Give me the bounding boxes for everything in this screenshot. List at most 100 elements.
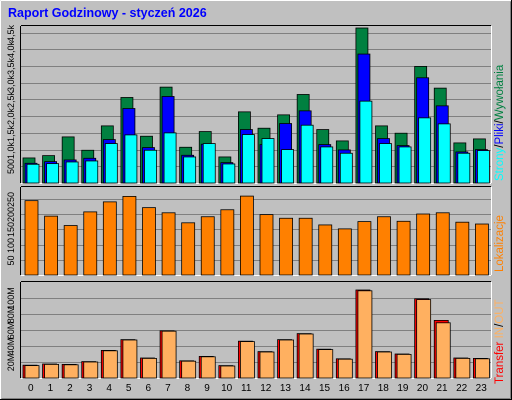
traffic-ytick-label: 3,5k [6, 57, 16, 75]
legend-bottom-text: Transfer IN/OUT [494, 299, 506, 384]
traffic-ytick-label: 1,5k [6, 124, 16, 142]
sites-ytick-label: 100 [6, 238, 16, 253]
bar-pages [418, 117, 432, 184]
bar-transfer-out [142, 357, 157, 379]
bar-sites [337, 228, 352, 276]
x-tick-label: 2 [67, 383, 73, 394]
bar-pages [300, 124, 314, 184]
x-tick-label: 14 [299, 383, 311, 394]
bar-pages [398, 146, 412, 184]
legend-files: Pliki [494, 123, 506, 144]
bar-pages [379, 143, 392, 184]
bar-transfer-out [337, 358, 353, 379]
x-tick-label: 10 [221, 383, 233, 394]
bar-transfer-out [240, 341, 255, 379]
legend-slash: / [494, 323, 506, 327]
legend-sep-1: / [494, 144, 506, 148]
bar-pages [163, 132, 177, 184]
legend-top: Strony/Pliki/Wywołania [494, 64, 506, 181]
x-axis-labels: 0 1 2 3 4 5 6 7 8 9 10 11 12 13 14 15 16 17 18 19 20 21 22 23 [28, 383, 487, 394]
bar-sites [44, 215, 58, 276]
bar-pages [124, 134, 138, 184]
sites-ytick-label: 50 [6, 255, 16, 265]
bar-pages [144, 149, 157, 184]
x-tick-label: 13 [280, 383, 292, 394]
legend-pages: Strony [494, 148, 506, 181]
legend-top-text: Strony/Pliki/Wywołania [494, 64, 506, 181]
bar-pages [65, 161, 79, 184]
x-tick-label: 3 [87, 383, 93, 394]
bar-transfer-out [83, 361, 99, 379]
bar-sites [318, 224, 333, 276]
legend-transfer: Transfer [494, 341, 506, 384]
bar-transfer-out [220, 365, 236, 379]
bar-sites [259, 214, 274, 276]
traffic-panel [21, 26, 491, 183]
bar-transfer-out [24, 365, 40, 379]
bar-sites [357, 221, 372, 276]
bar-pages [26, 163, 40, 184]
x-tick-label: 7 [165, 383, 171, 394]
bar-sites [396, 220, 411, 276]
traffic-ytick-label: 3,0k [6, 74, 16, 92]
x-tick-label: 17 [358, 383, 370, 394]
bar-transfer-out [455, 357, 471, 379]
bar-transfer-out [475, 358, 490, 379]
bar-transfer-out [122, 339, 138, 379]
x-tick-label: 16 [339, 383, 351, 394]
bar-pages [320, 146, 334, 184]
bar-sites [63, 225, 78, 276]
x-tick-label: 21 [436, 383, 448, 394]
x-tick-label: 23 [476, 383, 488, 394]
bar-transfer-out [259, 351, 275, 379]
x-tick-label: 22 [456, 383, 468, 394]
bar-transfer-out [318, 349, 334, 379]
sites-ytick-label: 200 [6, 207, 16, 222]
bar-transfer-out [161, 330, 177, 379]
bar-sites [220, 209, 235, 276]
bar-pages [46, 163, 59, 184]
bar-transfer-out [102, 350, 118, 379]
bar-sites [455, 221, 470, 276]
bar-pages [242, 134, 255, 184]
legend-sites: Lokalizacje [494, 215, 506, 272]
transfer-ytick-label: 20M [6, 354, 16, 372]
bar-transfer-out [377, 351, 392, 379]
traffic-ytick-label: 4,5k [6, 24, 16, 42]
x-tick-label: 0 [28, 383, 34, 394]
bar-transfer-out [396, 353, 412, 379]
bar-pages [202, 143, 216, 184]
x-tick-label: 11 [241, 383, 252, 394]
bar-sites [298, 217, 313, 276]
bar-sites [181, 222, 196, 276]
transfer-ytick-label: 40M [6, 338, 16, 356]
transfer-ytick-label: 80M [6, 306, 16, 324]
traffic-ytick-label: 500 [6, 159, 16, 174]
sites-ytick-label: 250 [6, 192, 16, 207]
bar-sites [161, 212, 176, 276]
traffic-ytick-label: 2,0k [6, 107, 16, 125]
bar-pages [359, 100, 373, 184]
bar-pages [104, 143, 118, 184]
x-tick-label: 5 [126, 383, 132, 394]
transfer-ytick-label: 100M [6, 287, 16, 310]
bar-transfer-out [44, 363, 59, 379]
report-title: Raport Godzinowy - styczeń 2026 [8, 6, 207, 20]
sites-ytick-label: 150 [6, 222, 16, 237]
x-tick-label: 12 [260, 383, 272, 394]
bar-transfer-out [200, 356, 216, 379]
bar-sites [435, 212, 450, 276]
legend-middle: Lokalizacje [494, 215, 506, 272]
bar-pages [339, 152, 353, 184]
bar-sites [142, 207, 156, 276]
bar-transfer-out [279, 339, 294, 379]
bar-sites [24, 200, 39, 276]
bar-sites [377, 216, 391, 276]
bar-pages [437, 123, 451, 184]
bar-pages [477, 150, 490, 184]
x-tick-label: 9 [204, 383, 210, 394]
bar-sites [279, 217, 293, 276]
